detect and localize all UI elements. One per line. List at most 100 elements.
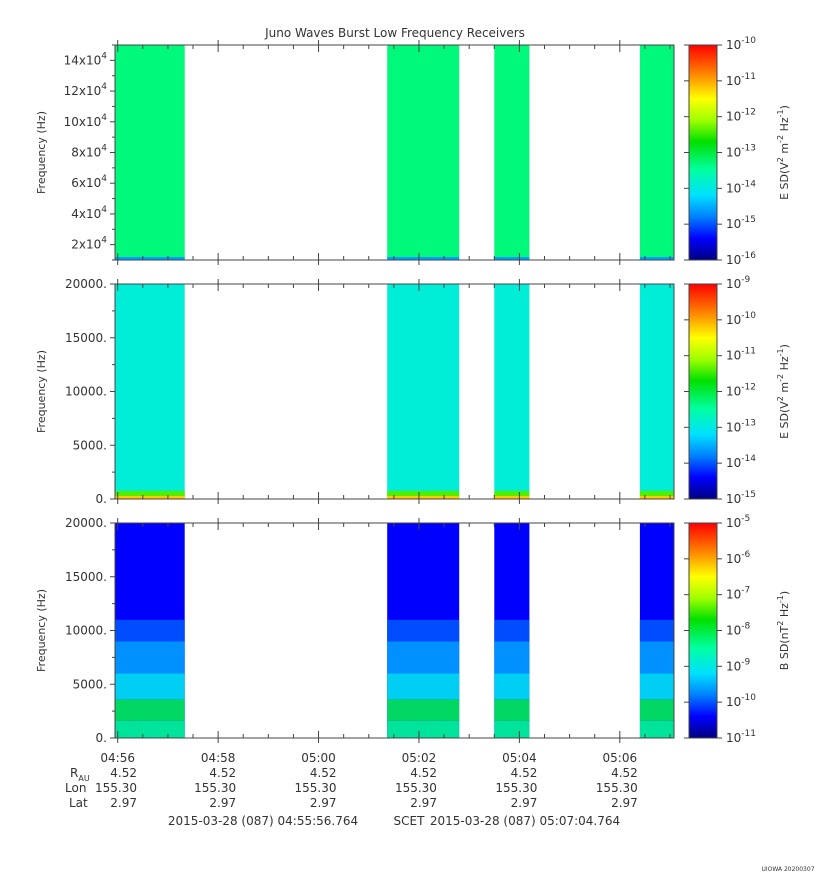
x-tick-label: 05:04 [502, 751, 537, 765]
ephemeris-value: 2.97 [310, 796, 337, 810]
spectrogram-panel-middle: 0. 5000. 10000. 15000. 20000. Frequency (Hz) 1… [35, 275, 791, 506]
ephemeris-value: 2.97 [611, 796, 638, 810]
ephemeris-value: 2.97 [110, 796, 137, 810]
ephemeris-value: 155.30 [395, 781, 437, 795]
low-frequency-band [494, 496, 530, 499]
low-frequency-band [387, 641, 460, 674]
data-block [639, 45, 674, 260]
low-frequency-band [115, 257, 185, 260]
ephemeris-value: 155.30 [194, 781, 236, 795]
data-block [115, 45, 185, 260]
colorbar-label: E SD(V2 m-2 Hz-1) [776, 105, 791, 200]
ephemeris-row-label: Lat [69, 796, 88, 810]
colorbar-tick-label: 10-14 [726, 454, 756, 470]
y-tick-label: 6x104 [71, 174, 107, 190]
y-axis-label: Frequency (Hz) [35, 589, 48, 672]
x-tick-label: 05:00 [301, 751, 336, 765]
y-tick-label: 8x104 [71, 144, 107, 160]
data-block [494, 284, 530, 499]
y-tick-label: 20000. [65, 277, 107, 291]
x-tick-label: 04:58 [201, 751, 236, 765]
ephemeris-value: 4.52 [511, 766, 538, 780]
y-tick-label: 10000. [65, 385, 107, 399]
colorbar-tick-label: 10-14 [726, 179, 756, 195]
low-frequency-band [494, 720, 530, 738]
low-frequency-band [494, 619, 530, 642]
y-tick-label: 14x104 [64, 51, 108, 67]
low-frequency-band [494, 673, 530, 700]
colorbar-tick-label: 10-6 [726, 550, 751, 566]
low-frequency-band [639, 619, 674, 642]
chart-title: Juno Waves Burst Low Frequency Receivers [264, 26, 525, 40]
ephemeris-value: 4.52 [110, 766, 137, 780]
low-frequency-band [387, 619, 460, 642]
low-frequency-band [639, 699, 674, 721]
ephemeris-value: 155.30 [295, 781, 337, 795]
colorbar-tick-label: 10-16 [726, 251, 756, 267]
low-frequency-band [115, 641, 185, 674]
colorbar-tick-label: 10-9 [726, 657, 751, 673]
y-tick-label: 5000. [73, 438, 107, 452]
colorbar [688, 283, 718, 500]
low-frequency-band [639, 491, 674, 499]
low-frequency-band [115, 699, 185, 721]
x-tick-label: 04:56 [100, 751, 135, 765]
low-frequency-band [387, 720, 460, 738]
colorbar-tick-label: 10-15 [726, 215, 756, 231]
low-frequency-band [115, 491, 185, 499]
colorbar-tick-label: 10-13 [726, 144, 756, 160]
low-frequency-band [387, 496, 460, 499]
y-tick-label: 2x104 [71, 236, 107, 252]
low-frequency-band [494, 491, 530, 499]
y-tick-label: 12x104 [64, 82, 108, 98]
y-tick-label: 15000. [65, 570, 107, 584]
colorbar-tick-label: 10-8 [726, 622, 751, 638]
colorbar-tick-label: 10-11 [726, 729, 756, 745]
ephemeris-row-label: Lon [65, 781, 86, 795]
low-frequency-band [115, 619, 185, 642]
ephemeris-value: 155.30 [596, 781, 638, 795]
y-tick-label: 0. [96, 731, 107, 745]
ephemeris-value: 4.52 [209, 766, 236, 780]
colorbar-label: E SD(V2 m-2 Hz-1) [776, 344, 791, 439]
colorbar-tick-label: 10-12 [726, 108, 756, 124]
colorbar-tick-label: 10-13 [726, 418, 756, 434]
colorbar-tick-label: 10-11 [726, 347, 756, 363]
y-axis-label: Frequency (Hz) [35, 350, 48, 433]
y-tick-label: 10x104 [64, 113, 108, 129]
low-frequency-band [494, 257, 530, 260]
y-tick-label: 10000. [65, 624, 107, 638]
spectrogram-panel-top: 2x104 4x104 6x104 8x104 10x104 12x104 14x104 Fr… [35, 36, 791, 267]
data-block [387, 284, 460, 499]
data-block [494, 45, 530, 260]
y-tick-label: 15000. [65, 331, 107, 345]
footer-credit: UIOWA 20200307 [761, 866, 814, 873]
colorbar [688, 522, 718, 739]
data-block [639, 284, 674, 499]
x-tick-label: 05:02 [402, 751, 437, 765]
x-tick-label: 05:06 [603, 751, 638, 765]
ephemeris-row-label: RAU [70, 766, 90, 783]
footer-start-time: 2015-03-28 (087) 04:55:56.764 [168, 814, 358, 828]
low-frequency-band [387, 699, 460, 721]
ephemeris-value: 4.52 [310, 766, 337, 780]
colorbar-tick-label: 10-10 [726, 36, 756, 52]
ephemeris-value: 2.97 [511, 796, 538, 810]
ephemeris-value: 2.97 [410, 796, 437, 810]
data-block [387, 45, 460, 260]
low-frequency-band [494, 641, 530, 674]
y-tick-label: 4x104 [71, 205, 107, 221]
colorbar-tick-label: 10-10 [726, 311, 756, 327]
colorbar-tick-label: 10-15 [726, 490, 756, 506]
low-frequency-band [639, 257, 674, 260]
ephemeris-value: 2.97 [209, 796, 236, 810]
low-frequency-band [115, 496, 185, 499]
y-axis-label: Frequency (Hz) [35, 111, 48, 194]
colorbar [688, 44, 718, 261]
low-frequency-band [387, 491, 460, 499]
low-frequency-band [639, 641, 674, 674]
low-frequency-band [115, 673, 185, 700]
ephemeris-value: 155.30 [95, 781, 137, 795]
low-frequency-band [639, 496, 674, 499]
